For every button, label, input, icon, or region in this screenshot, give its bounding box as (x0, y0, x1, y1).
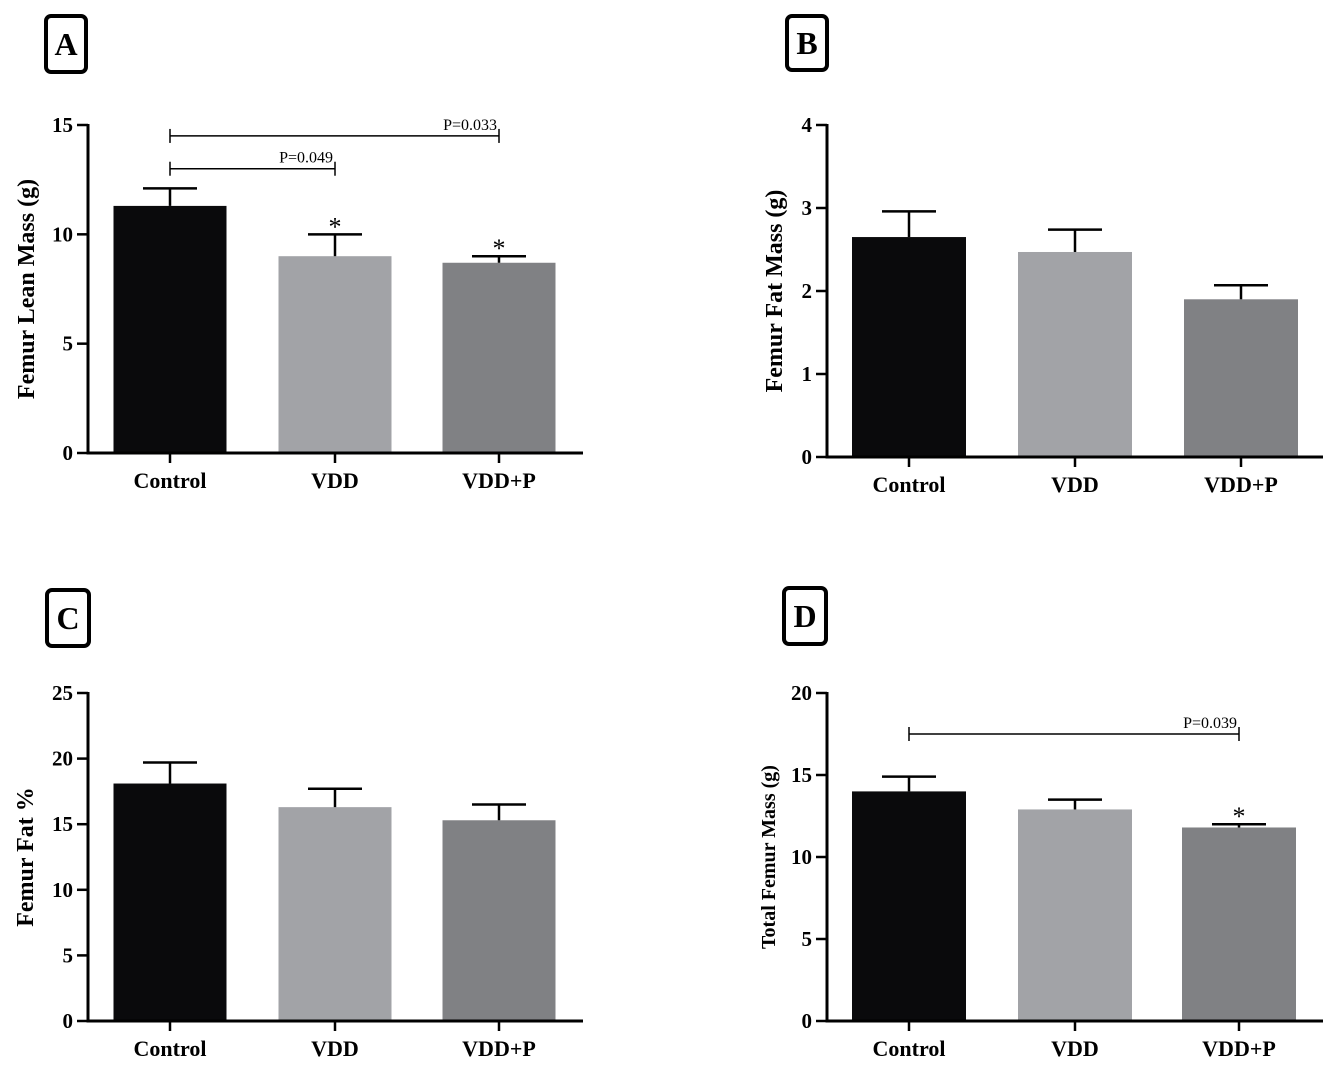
y-tick-label: 20 (791, 681, 812, 705)
y-tick-label: 25 (52, 681, 73, 705)
x-tick-label: Control (134, 468, 207, 493)
bar-control (852, 791, 966, 1021)
panel-label-box (782, 586, 828, 646)
y-axis-label: Total Femur Mass (g) (758, 765, 780, 949)
y-tick-label: 0 (802, 1009, 813, 1033)
panel-d: D * 0 5 10 15 20 Control VDD VDD+P Total Femur Mas… (758, 586, 1323, 1061)
y-tick-label: 5 (802, 927, 813, 951)
panel-c: C 0 5 10 15 20 25 Control VDD VDD+P Femur Fat % (13, 588, 583, 1061)
x-tick-label: Control (873, 1036, 946, 1061)
y-tick-label: 10 (52, 878, 73, 902)
significance-star: * (493, 234, 506, 263)
y-tick-label: 5 (63, 332, 74, 356)
p-value-label: P=0.033 (443, 117, 497, 134)
x-tick-label: VDD+P (462, 468, 536, 493)
x-tick-label: Control (134, 1036, 207, 1061)
panel-a: A * * 0 5 10 15 Control VDD VDD+P Femur Lean Mass … (14, 14, 583, 493)
p-value-label: P=0.039 (1183, 715, 1237, 732)
panel-b: B 0 1 2 3 4 Control VDD VDD+P Femur Fat Mass (g) (762, 14, 1323, 497)
x-tick-label: VDD+P (1204, 472, 1278, 497)
y-tick-label: 4 (802, 113, 813, 137)
panel-label: D (793, 598, 816, 634)
x-tick-label: VDD+P (1202, 1036, 1276, 1061)
panel-label: A (54, 26, 77, 62)
y-tick-label: 15 (52, 113, 73, 137)
bar-vdd (1018, 251, 1132, 457)
y-tick-label: 5 (63, 943, 74, 967)
p-value-label: P=0.049 (279, 150, 333, 167)
y-tick-label: 20 (52, 747, 73, 771)
y-axis-label: Femur Lean Mass (g) (14, 179, 40, 399)
y-tick-label: 10 (52, 222, 73, 246)
x-tick-label: Control (873, 472, 946, 497)
bar-vdd-plusp (442, 820, 556, 1021)
bar-control (113, 205, 227, 453)
panel-label: B (796, 25, 817, 61)
x-tick-label: VDD (311, 468, 359, 493)
bar-vdd (278, 807, 392, 1021)
bar-vdd (278, 256, 392, 453)
y-tick-label: 0 (63, 1009, 74, 1033)
y-tick-label: 3 (802, 196, 813, 220)
y-tick-label: 15 (791, 763, 812, 787)
y-tick-label: 1 (802, 362, 813, 386)
x-tick-label: VDD (311, 1036, 359, 1061)
panel-label: C (56, 600, 79, 636)
y-tick-label: 0 (63, 441, 74, 465)
bar-vdd-plusp (1184, 299, 1298, 457)
x-tick-label: VDD+P (462, 1036, 536, 1061)
bar-vdd-plusp (1182, 827, 1296, 1021)
x-tick-label: VDD (1051, 1036, 1099, 1061)
y-tick-label: 15 (52, 812, 73, 836)
panel-label-box (785, 14, 829, 72)
y-tick-label: 2 (802, 279, 813, 303)
x-tick-label: VDD (1051, 472, 1099, 497)
bar-control (852, 237, 966, 457)
panel-label-box (45, 588, 91, 648)
bar-vdd-plusp (442, 262, 556, 453)
y-axis-label: Femur Fat Mass (g) (762, 190, 788, 393)
panel-label-box (44, 14, 88, 74)
y-tick-label: 10 (791, 845, 812, 869)
significance-star: * (1233, 802, 1246, 831)
bar-vdd (1018, 809, 1132, 1021)
significance-star: * (329, 212, 342, 241)
y-tick-label: 0 (802, 445, 813, 469)
y-axis-label: Femur Fat % (13, 787, 39, 927)
bar-control (113, 783, 227, 1021)
